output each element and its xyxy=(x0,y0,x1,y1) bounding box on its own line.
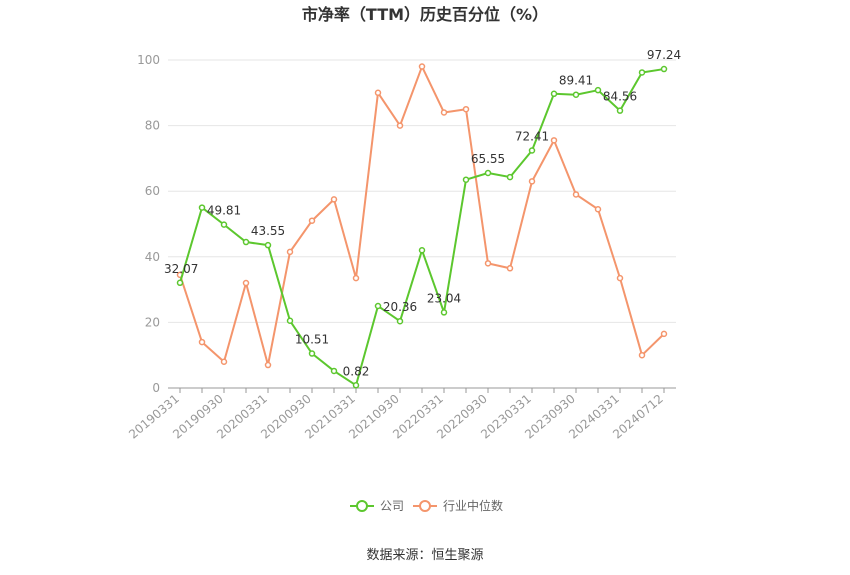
data-point[interactable] xyxy=(352,382,360,389)
data-label: 72.41 xyxy=(515,129,549,143)
y-tick-label: 80 xyxy=(145,119,160,133)
legend[interactable]: 公司 行业中位数 xyxy=(350,498,503,513)
y-tick-label: 60 xyxy=(145,184,160,198)
x-axis: 2019033120190930202003312020093020210331… xyxy=(126,387,676,442)
legend-item-1[interactable]: 行业中位数 xyxy=(413,498,503,513)
data-point[interactable] xyxy=(616,107,624,114)
data-point[interactable] xyxy=(396,317,404,325)
y-tick-label: 40 xyxy=(145,250,160,264)
data-label: 49.81 xyxy=(207,204,241,218)
y-tick-label: 0 xyxy=(152,381,160,395)
data-point[interactable] xyxy=(616,274,624,282)
data-label: 97.24 xyxy=(647,48,681,62)
data-point[interactable] xyxy=(352,274,360,282)
data-point[interactable] xyxy=(440,109,448,116)
data-point[interactable] xyxy=(638,351,646,359)
data-point[interactable] xyxy=(484,260,492,267)
data-point[interactable] xyxy=(462,176,470,183)
data-point[interactable] xyxy=(242,279,250,287)
data-point[interactable] xyxy=(528,178,536,185)
data-point[interactable] xyxy=(198,204,206,211)
data-point[interactable] xyxy=(660,330,668,338)
data-label: 20.36 xyxy=(383,300,417,314)
data-label: 84.56 xyxy=(603,90,637,104)
data-label: 32.07 xyxy=(164,262,198,276)
data-label: 23.04 xyxy=(427,291,461,305)
data-point[interactable] xyxy=(286,317,294,325)
chart-title: 市净率（TTM）历史百分位（%） xyxy=(302,5,548,24)
data-label: 43.55 xyxy=(251,224,285,238)
data-point[interactable] xyxy=(220,221,228,228)
data-label: 65.55 xyxy=(471,152,505,166)
data-point[interactable] xyxy=(198,338,206,346)
data-point[interactable] xyxy=(308,217,316,224)
data-label: 10.51 xyxy=(295,333,329,347)
legend-swatch-marker xyxy=(356,500,368,512)
data-point[interactable] xyxy=(330,196,338,203)
data-labels: 32.07 49.81 43.55 10.51 0.82 20.36 23.04 65.55 7… xyxy=(164,48,681,378)
data-point[interactable] xyxy=(506,265,514,272)
data-point[interactable] xyxy=(572,91,580,98)
data-point[interactable] xyxy=(506,173,514,181)
data-point[interactable] xyxy=(418,246,426,254)
series-layer xyxy=(176,63,668,389)
source-note: 数据来源：恒生聚源 xyxy=(366,548,483,563)
data-point[interactable] xyxy=(396,122,404,129)
data-point[interactable] xyxy=(286,248,294,256)
legend-swatch-marker xyxy=(419,500,431,512)
data-point[interactable] xyxy=(264,361,272,369)
y-axis: 0 20 40 60 80 100 xyxy=(137,53,160,395)
data-point[interactable] xyxy=(374,302,382,310)
data-point[interactable] xyxy=(638,69,646,76)
legend-label: 公司 xyxy=(380,499,404,513)
data-point[interactable] xyxy=(418,63,426,70)
data-point[interactable] xyxy=(308,350,316,357)
data-point[interactable] xyxy=(176,279,184,287)
grid-lines xyxy=(168,59,676,323)
data-point[interactable] xyxy=(594,205,602,213)
series-line-1 xyxy=(179,65,665,367)
data-point[interactable] xyxy=(220,358,228,366)
data-point[interactable] xyxy=(660,65,668,73)
data-point[interactable] xyxy=(550,90,558,98)
data-point[interactable] xyxy=(374,89,382,97)
data-label: 89.41 xyxy=(559,74,593,88)
y-tick-label: 100 xyxy=(137,53,160,67)
legend-label: 行业中位数 xyxy=(443,498,503,513)
data-point[interactable] xyxy=(550,137,558,144)
y-tick-label: 20 xyxy=(145,315,160,329)
legend-item-0[interactable]: 公司 xyxy=(350,499,404,513)
data-point[interactable] xyxy=(484,169,492,177)
data-point[interactable] xyxy=(330,367,338,375)
data-point[interactable] xyxy=(594,86,602,94)
data-point[interactable] xyxy=(462,105,470,113)
data-label: 0.82 xyxy=(343,364,370,378)
data-point[interactable] xyxy=(440,309,448,316)
data-point[interactable] xyxy=(264,241,272,249)
data-point[interactable] xyxy=(242,238,250,246)
data-point[interactable] xyxy=(572,191,580,198)
data-point[interactable] xyxy=(528,147,536,154)
